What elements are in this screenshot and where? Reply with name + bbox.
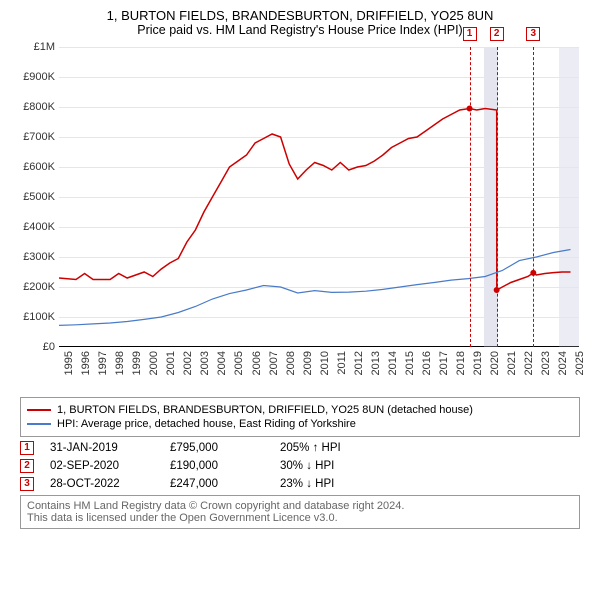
x-axis-label: 2007 <box>268 351 280 375</box>
x-axis-label: 2023 <box>540 351 552 375</box>
x-axis-label: 1995 <box>63 351 75 375</box>
event-row: 2 02-SEP-2020£190,00030% ↓ HPI <box>20 459 580 473</box>
x-axis-label: 2005 <box>233 351 245 375</box>
x-axis-label: 2004 <box>216 351 228 375</box>
legend-swatch <box>27 409 51 411</box>
event-row: 1 31-JAN-2019£795,000205% ↑ HPI <box>20 441 580 455</box>
event-marker-line <box>470 47 471 347</box>
legend: 1, BURTON FIELDS, BRANDESBURTON, DRIFFIE… <box>20 397 580 437</box>
x-axis-label: 2011 <box>336 351 348 375</box>
event-marker-line <box>533 47 534 347</box>
event-date: 28-OCT-2022 <box>50 478 170 490</box>
legend-row: HPI: Average price, detached house, East… <box>27 418 573 430</box>
legend-row: 1, BURTON FIELDS, BRANDESBURTON, DRIFFIE… <box>27 404 573 416</box>
series-hpi <box>59 250 571 326</box>
chart-title: 1, BURTON FIELDS, BRANDESBURTON, DRIFFIE… <box>10 8 590 23</box>
event-marker: 2 <box>20 459 34 473</box>
x-axis-label: 2022 <box>523 351 535 375</box>
x-axis-label: 2013 <box>370 351 382 375</box>
x-axis-label: 2015 <box>404 351 416 375</box>
legend-label: HPI: Average price, detached house, East… <box>57 418 356 430</box>
disclaimer-line1: Contains HM Land Registry data © Crown c… <box>27 500 573 512</box>
legend-swatch <box>27 423 51 425</box>
x-axis-label: 1997 <box>97 351 109 375</box>
y-axis-label: £300K <box>15 251 55 263</box>
y-axis-label: £900K <box>15 71 55 83</box>
event-price: £795,000 <box>170 442 280 454</box>
y-axis-label: £600K <box>15 161 55 173</box>
event-pct: 30% ↓ HPI <box>280 460 334 472</box>
x-axis-label: 2008 <box>285 351 297 375</box>
x-axis-label: 1999 <box>131 351 143 375</box>
event-marker-line <box>497 47 498 347</box>
x-axis-label: 2024 <box>557 351 569 375</box>
y-axis-label: £1M <box>15 41 55 53</box>
disclaimer: Contains HM Land Registry data © Crown c… <box>20 495 580 529</box>
chart-area: £0 £100K £200K £300K £400K £500K £600K £700K £80… <box>15 43 585 393</box>
x-axis-label: 2000 <box>148 351 160 375</box>
x-axis-label: 2018 <box>455 351 467 375</box>
x-axis-label: 2001 <box>165 351 177 375</box>
x-axis-label: 1996 <box>80 351 92 375</box>
chart-container: 1, BURTON FIELDS, BRANDESBURTON, DRIFFIE… <box>0 0 600 590</box>
disclaimer-line2: This data is licensed under the Open Gov… <box>27 512 573 524</box>
x-axis-label: 1998 <box>114 351 126 375</box>
x-axis-label: 2003 <box>199 351 211 375</box>
events-list: 1 31-JAN-2019£795,000205% ↑ HPI 2 02-SEP-20… <box>20 441 580 491</box>
x-axis-label: 2020 <box>489 351 501 375</box>
plot-region <box>59 47 579 347</box>
event-row: 3 28-OCT-2022£247,00023% ↓ HPI <box>20 477 580 491</box>
series-price_paid <box>59 109 571 291</box>
x-axis-label: 2009 <box>302 351 314 375</box>
x-axis-label: 2012 <box>353 351 365 375</box>
y-axis-label: £700K <box>15 131 55 143</box>
y-axis-label: £500K <box>15 191 55 203</box>
y-axis-label: £200K <box>15 281 55 293</box>
event-marker-box: 3 <box>526 27 540 41</box>
x-axis-label: 2002 <box>182 351 194 375</box>
legend-label: 1, BURTON FIELDS, BRANDESBURTON, DRIFFIE… <box>57 404 473 416</box>
x-axis-label: 2021 <box>506 351 518 375</box>
event-marker: 1 <box>20 441 34 455</box>
event-date: 02-SEP-2020 <box>50 460 170 472</box>
event-pct: 23% ↓ HPI <box>280 478 334 490</box>
x-axis-label: 2025 <box>574 351 586 375</box>
y-axis-label: £400K <box>15 221 55 233</box>
y-axis-label: £0 <box>15 341 55 353</box>
x-axis-label: 2014 <box>387 351 399 375</box>
x-axis-label: 2017 <box>438 351 450 375</box>
event-marker: 3 <box>20 477 34 491</box>
y-axis-label: £800K <box>15 101 55 113</box>
event-date: 31-JAN-2019 <box>50 442 170 454</box>
x-axis-label: 2006 <box>251 351 263 375</box>
event-price: £247,000 <box>170 478 280 490</box>
event-pct: 205% ↑ HPI <box>280 442 341 454</box>
event-price: £190,000 <box>170 460 280 472</box>
event-marker-box: 2 <box>490 27 504 41</box>
y-axis-label: £100K <box>15 311 55 323</box>
x-axis-label: 2016 <box>421 351 433 375</box>
x-axis-label: 2010 <box>319 351 331 375</box>
x-axis-label: 2019 <box>472 351 484 375</box>
event-marker-box: 1 <box>463 27 477 41</box>
chart-svg <box>59 47 579 347</box>
